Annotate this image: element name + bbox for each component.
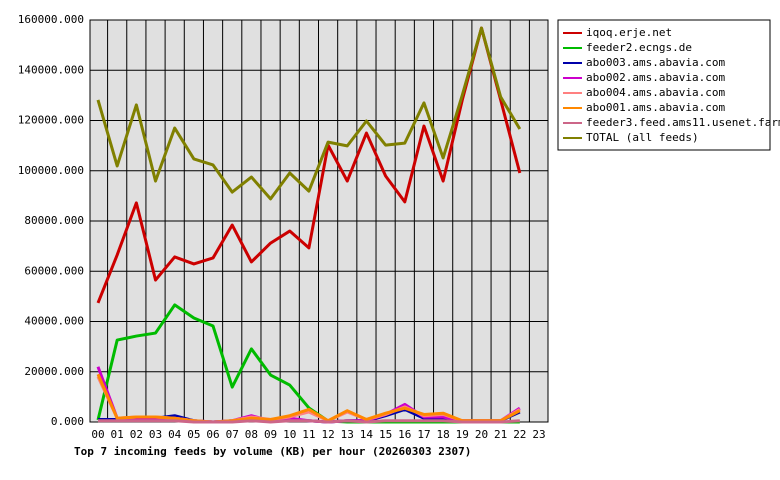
x-tick-label: 03	[149, 428, 162, 441]
x-tick-label: 21	[494, 428, 507, 441]
legend-label: abo003.ams.abavia.com	[586, 56, 725, 69]
x-tick-label: 05	[187, 428, 200, 441]
legend-label: TOTAL (all feeds)	[586, 131, 699, 144]
x-tick-label: 06	[206, 428, 219, 441]
series-line	[96, 373, 521, 424]
legend-label: abo004.ams.abavia.com	[586, 86, 725, 99]
x-tick-label: 01	[111, 428, 124, 441]
y-tick-label: 60000.000	[24, 264, 84, 277]
x-tick-label: 19	[456, 428, 469, 441]
chart-title: Top 7 incoming feeds by volume (KB) per …	[74, 445, 471, 458]
x-tick-label: 22	[513, 428, 526, 441]
series-line	[96, 26, 522, 201]
y-tick-label: 120000.000	[18, 114, 84, 127]
x-tick-label: 17	[417, 428, 430, 441]
x-tick-label: 20	[475, 428, 488, 441]
y-tick-label: 0.000	[51, 415, 84, 428]
x-tick-label: 08	[245, 428, 258, 441]
y-tick-label: 20000.000	[24, 365, 84, 378]
x-tick-label: 18	[437, 428, 450, 441]
y-tick-label: 160000.000	[18, 13, 84, 26]
x-tick-label: 15	[379, 428, 392, 441]
x-tick-label: 12	[321, 428, 334, 441]
x-tick-label: 10	[283, 428, 296, 441]
x-tick-label: 07	[226, 428, 239, 441]
series-line	[98, 419, 520, 424]
x-tick-label: 09	[264, 428, 277, 441]
series-line	[96, 26, 522, 304]
x-tick-label: 00	[91, 428, 104, 441]
y-tick-label: 140000.000	[18, 63, 84, 76]
y-tick-label: 80000.000	[24, 214, 84, 227]
x-tick-label: 23	[532, 428, 545, 441]
legend-label: feeder2.ecngs.de	[586, 41, 692, 54]
legend-box	[557, 19, 771, 151]
x-tick-label: 02	[130, 428, 143, 441]
legend-label: iqoq.erje.net	[586, 26, 672, 39]
x-tick-label: 14	[360, 428, 374, 441]
y-tick-label: 100000.000	[18, 164, 84, 177]
x-tick-label: 11	[302, 428, 315, 441]
x-tick-label: 16	[398, 428, 411, 441]
x-tick-label: 04	[168, 428, 182, 441]
y-tick-label: 40000.000	[24, 315, 84, 328]
legend-label: feeder3.feed.ams11.usenet.farm	[586, 116, 780, 129]
x-tick-label: 13	[341, 428, 354, 441]
legend-label: abo001.ams.abavia.com	[586, 101, 725, 114]
legend-label: abo002.ams.abavia.com	[586, 71, 725, 84]
